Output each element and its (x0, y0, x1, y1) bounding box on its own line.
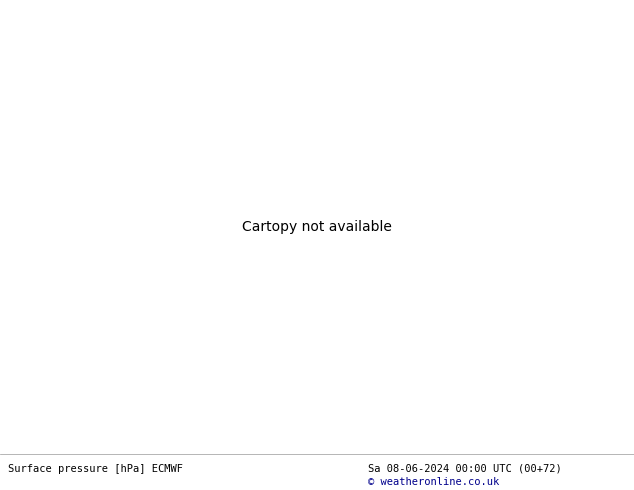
Text: Surface pressure [hPa] ECMWF: Surface pressure [hPa] ECMWF (8, 464, 183, 473)
Text: © weatheronline.co.uk: © weatheronline.co.uk (368, 477, 499, 487)
Text: Sa 08-06-2024 00:00 UTC (00+72): Sa 08-06-2024 00:00 UTC (00+72) (368, 464, 562, 473)
Text: Cartopy not available: Cartopy not available (242, 220, 392, 234)
